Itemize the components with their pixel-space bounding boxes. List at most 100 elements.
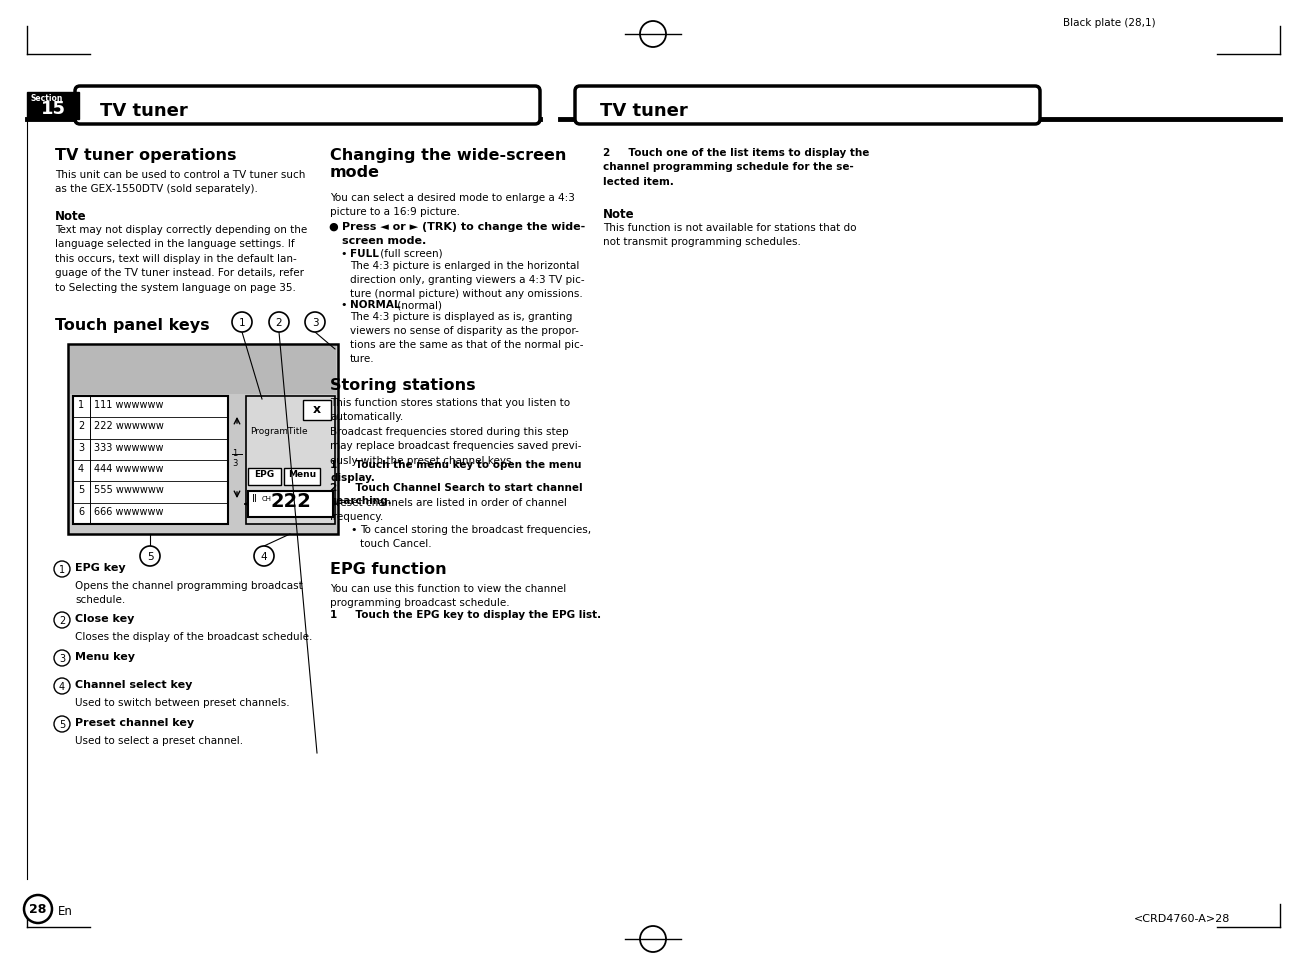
Text: 3: 3 bbox=[311, 317, 319, 328]
Circle shape bbox=[254, 546, 274, 566]
Text: This function stores stations that you listen to
automatically.
Broadcast freque: This function stores stations that you l… bbox=[329, 397, 582, 465]
FancyBboxPatch shape bbox=[74, 87, 540, 125]
Text: Note: Note bbox=[603, 208, 635, 221]
Text: Storing stations: Storing stations bbox=[329, 377, 476, 393]
Text: Closes the display of the broadcast schedule.: Closes the display of the broadcast sche… bbox=[74, 631, 312, 641]
Text: Menu: Menu bbox=[288, 470, 316, 478]
Text: 15: 15 bbox=[41, 100, 65, 118]
Text: The 4:3 picture is enlarged in the horizontal
direction only, granting viewers a: The 4:3 picture is enlarged in the horiz… bbox=[350, 261, 584, 298]
Text: FULL: FULL bbox=[350, 249, 379, 258]
Circle shape bbox=[54, 613, 71, 628]
Text: Note: Note bbox=[55, 210, 86, 223]
Bar bbox=[73, 396, 227, 524]
Text: •: • bbox=[350, 524, 357, 535]
Text: You can use this function to view the channel
programming broadcast schedule.: You can use this function to view the ch… bbox=[329, 583, 566, 608]
Bar bbox=[303, 400, 331, 420]
Text: 3: 3 bbox=[59, 654, 65, 663]
Bar bbox=[246, 396, 335, 524]
Text: 28: 28 bbox=[29, 902, 47, 916]
Text: To cancel storing the broadcast frequencies,
touch Cancel.: To cancel storing the broadcast frequenc… bbox=[359, 524, 591, 548]
Text: 4: 4 bbox=[78, 463, 84, 474]
Text: 666 wwwwww: 666 wwwwww bbox=[94, 506, 163, 517]
Text: CH: CH bbox=[261, 496, 272, 501]
Text: 444 wwwwww: 444 wwwwww bbox=[94, 463, 163, 474]
Circle shape bbox=[24, 895, 52, 923]
Text: 1     Touch the EPG key to display the EPG list.: 1 Touch the EPG key to display the EPG l… bbox=[329, 609, 601, 619]
Bar bbox=[284, 469, 320, 485]
Text: TV tuner: TV tuner bbox=[600, 102, 687, 120]
Text: 2     Touch one of the list items to display the
channel programming schedule fo: 2 Touch one of the list items to display… bbox=[603, 148, 869, 187]
Text: <CRD4760-A>28: <CRD4760-A>28 bbox=[1133, 913, 1230, 923]
Text: Preset channels are listed in order of channel
frequency.: Preset channels are listed in order of c… bbox=[329, 497, 567, 521]
Text: 222 wwwwww: 222 wwwwww bbox=[94, 421, 163, 431]
Circle shape bbox=[140, 546, 159, 566]
Circle shape bbox=[305, 313, 325, 333]
Text: 2: 2 bbox=[276, 317, 282, 328]
Text: ProgramTitle: ProgramTitle bbox=[250, 427, 307, 436]
Text: 2     Touch Channel Search to start channel
searching.: 2 Touch Channel Search to start channel … bbox=[329, 482, 583, 506]
Text: EPG function: EPG function bbox=[329, 561, 447, 577]
Text: En: En bbox=[58, 904, 73, 918]
Text: 222: 222 bbox=[271, 492, 311, 511]
Text: Menu key: Menu key bbox=[74, 651, 135, 661]
Circle shape bbox=[54, 650, 71, 666]
Text: 555 wwwwww: 555 wwwwww bbox=[94, 485, 163, 495]
Text: NORMAL: NORMAL bbox=[350, 299, 400, 310]
Circle shape bbox=[54, 679, 71, 695]
Text: 5: 5 bbox=[146, 552, 153, 561]
Text: This function is not available for stations that do
not transmit programming sch: This function is not available for stati… bbox=[603, 223, 856, 247]
Text: •: • bbox=[340, 299, 346, 310]
Text: 111 wwwwww: 111 wwwwww bbox=[94, 399, 163, 410]
Circle shape bbox=[54, 561, 71, 578]
Text: 2: 2 bbox=[59, 616, 65, 625]
Text: Press ◄ or ► (TRK) to change the wide-
screen mode.: Press ◄ or ► (TRK) to change the wide- s… bbox=[342, 222, 586, 245]
Text: Opens the channel programming broadcast
schedule.: Opens the channel programming broadcast … bbox=[74, 580, 303, 604]
Text: 1: 1 bbox=[78, 399, 84, 410]
Text: You can select a desired mode to enlarge a 4:3
picture to a 16:9 picture.: You can select a desired mode to enlarge… bbox=[329, 193, 575, 217]
Bar bbox=[248, 469, 281, 485]
Text: 1: 1 bbox=[239, 317, 246, 328]
Text: 4: 4 bbox=[260, 552, 268, 561]
Text: Text may not display correctly depending on the
language selected in the languag: Text may not display correctly depending… bbox=[55, 225, 307, 293]
Text: Used to switch between preset channels.: Used to switch between preset channels. bbox=[74, 698, 290, 707]
Text: Changing the wide-screen
mode: Changing the wide-screen mode bbox=[329, 148, 566, 180]
Circle shape bbox=[269, 313, 289, 333]
Bar bbox=[248, 492, 333, 517]
Text: (normal): (normal) bbox=[393, 299, 442, 310]
Text: 333 wwwwww: 333 wwwwww bbox=[94, 442, 163, 452]
Bar bbox=[27, 92, 78, 120]
Text: Ⅱ: Ⅱ bbox=[252, 494, 257, 503]
Text: 4: 4 bbox=[59, 681, 65, 691]
Text: 1     Touch the menu key to open the menu
display.: 1 Touch the menu key to open the menu di… bbox=[329, 459, 582, 482]
Bar bbox=[71, 347, 336, 395]
Text: Channel select key: Channel select key bbox=[74, 679, 192, 689]
FancyBboxPatch shape bbox=[575, 87, 1040, 125]
Text: EPG key: EPG key bbox=[74, 562, 125, 573]
Text: 3: 3 bbox=[78, 442, 84, 452]
Text: 3: 3 bbox=[233, 458, 238, 468]
Text: 5: 5 bbox=[59, 720, 65, 729]
Text: TV tuner operations: TV tuner operations bbox=[55, 148, 237, 163]
Text: 5: 5 bbox=[78, 485, 84, 495]
Text: (full screen): (full screen) bbox=[376, 249, 443, 258]
Text: This unit can be used to control a TV tuner such
as the GEX-1550DTV (sold separa: This unit can be used to control a TV tu… bbox=[55, 170, 306, 194]
Text: 2: 2 bbox=[78, 421, 84, 431]
Text: •: • bbox=[340, 249, 346, 258]
Text: Preset channel key: Preset channel key bbox=[74, 718, 195, 727]
Text: Close key: Close key bbox=[74, 614, 135, 623]
Text: 6: 6 bbox=[78, 506, 84, 517]
Text: 1: 1 bbox=[233, 449, 238, 457]
Text: x: x bbox=[312, 402, 322, 416]
Circle shape bbox=[54, 717, 71, 732]
Text: EPG: EPG bbox=[254, 470, 274, 478]
Circle shape bbox=[233, 313, 252, 333]
Text: Touch panel keys: Touch panel keys bbox=[55, 317, 209, 333]
Text: Used to select a preset channel.: Used to select a preset channel. bbox=[74, 735, 243, 745]
Text: Section: Section bbox=[30, 94, 63, 103]
Text: The 4:3 picture is displayed as is, granting
viewers no sense of disparity as th: The 4:3 picture is displayed as is, gran… bbox=[350, 312, 583, 364]
Text: ●: ● bbox=[328, 222, 337, 232]
Text: Black plate (28,1): Black plate (28,1) bbox=[1063, 18, 1155, 28]
Text: 1: 1 bbox=[59, 564, 65, 575]
Text: TV tuner: TV tuner bbox=[101, 102, 188, 120]
Bar bbox=[68, 345, 339, 535]
